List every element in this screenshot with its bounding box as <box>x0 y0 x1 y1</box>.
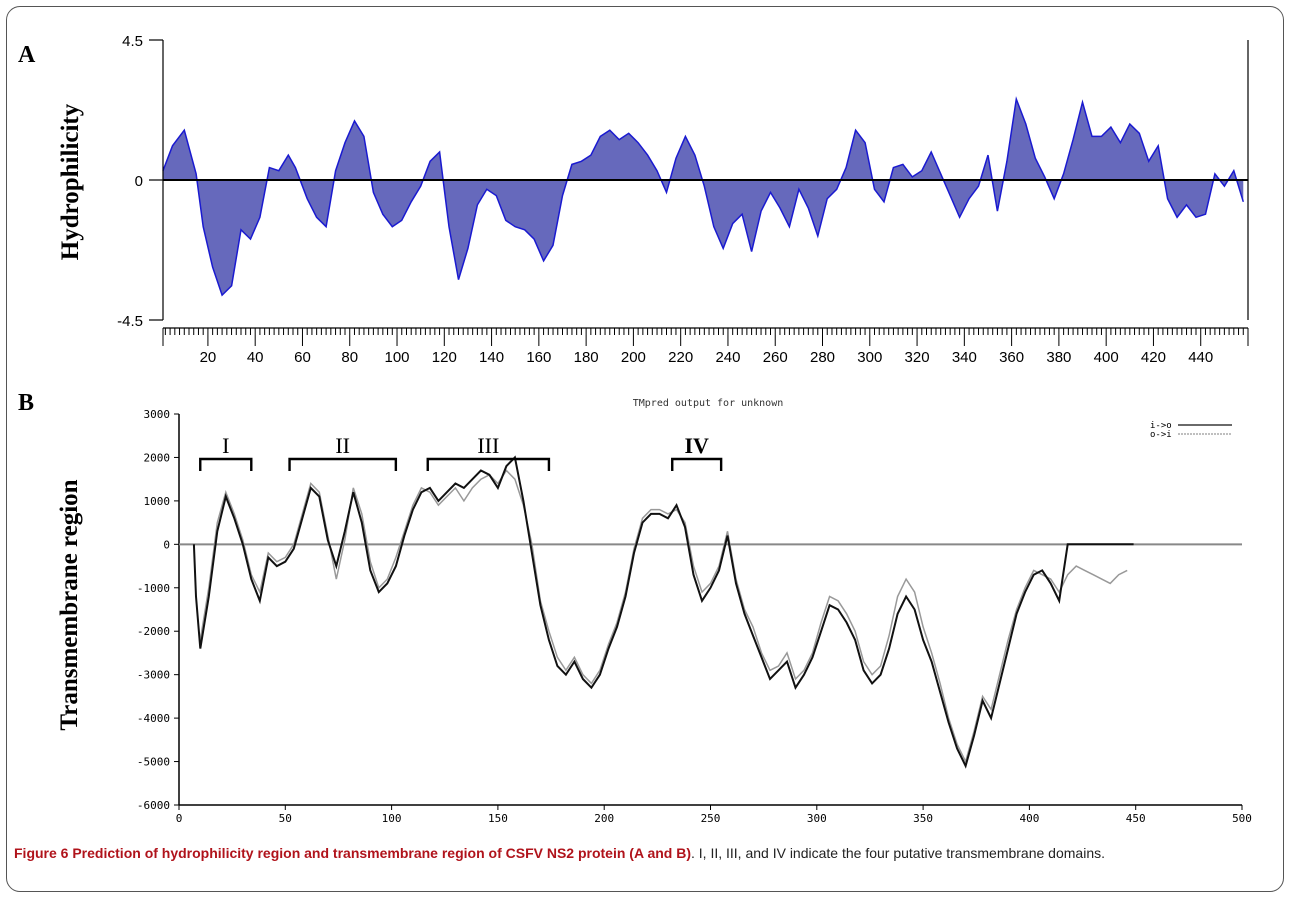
hydrophilicity-line <box>162 96 1245 297</box>
hydrophilicity-area <box>163 99 1244 296</box>
panel-b-y-tick-label: -4000 <box>137 712 170 725</box>
panel-b-y-tick-label: -5000 <box>137 756 170 769</box>
panel-a-x-tick-label: 120 <box>432 349 457 366</box>
panel-b-x-tick-label: 250 <box>701 812 721 825</box>
panel-b-y-tick-label: -2000 <box>137 625 170 638</box>
panel-a-x-tick-label: 240 <box>715 349 740 366</box>
panel-a-x-tick-label: 100 <box>385 349 410 366</box>
panel-a-x-tick-label: 160 <box>526 349 551 366</box>
region-bracket-label: II <box>335 433 350 458</box>
region-bracket <box>288 457 398 471</box>
panel-b-y-tick-label: -6000 <box>137 799 170 812</box>
panel-a-x-tick-label: 180 <box>574 349 599 366</box>
panel-b-x-tick-label: 150 <box>488 812 508 825</box>
region-bracket-label: IV <box>684 433 709 458</box>
panel-a-x-tick-label: 80 <box>341 349 358 366</box>
panel-b-x-tick-label: 300 <box>807 812 827 825</box>
panel-a-x-tick-label: 200 <box>621 349 646 366</box>
panel-b-y-tick-label: 2000 <box>144 451 171 464</box>
panel-b-x-tick-label: 200 <box>594 812 614 825</box>
panel-a-x-tick-label: 340 <box>952 349 977 366</box>
figure-caption: Figure 6 Prediction of hydrophilicity re… <box>14 844 1276 863</box>
region-bracket-label: I <box>222 433 229 458</box>
panel-a-x-tick-label: 440 <box>1188 349 1213 366</box>
panel-a-y-tick-label: 4.5 <box>122 33 143 50</box>
panel-a-x-tick-label: 320 <box>905 349 930 366</box>
panel-a-x-tick-label: 420 <box>1141 349 1166 366</box>
region-bracket-label: III <box>477 433 499 458</box>
panel-b-y-tick-label: -1000 <box>137 582 170 595</box>
legend-entry: i->o <box>1150 421 1172 431</box>
panel-b-series-o-to-i <box>199 469 1128 764</box>
panel-b-x-tick-label: 100 <box>382 812 402 825</box>
panel-b-label: B <box>18 390 34 416</box>
panel-a-x-tick-label: 260 <box>763 349 788 366</box>
panel-a-x-tick-label: 280 <box>810 349 835 366</box>
panel-b-y-tick-label: 1000 <box>144 495 171 508</box>
panel-a-x-tick-label: 40 <box>247 349 264 366</box>
caption-label: Figure 6 Prediction of hydrophilicity re… <box>14 845 691 861</box>
panel-b-x-tick-label: 50 <box>279 812 292 825</box>
region-bracket <box>671 457 723 471</box>
region-bracket <box>199 457 253 471</box>
panel-b-x-tick-label: 400 <box>1019 812 1039 825</box>
panel-b-x-tick-label: 0 <box>176 812 183 825</box>
panel-a-x-tick-label: 220 <box>668 349 693 366</box>
panel-b-y-tick-label: 3000 <box>144 408 171 421</box>
panel-a-y-tick-label: 0 <box>135 173 143 190</box>
panel-b-x-tick-label: 500 <box>1232 812 1252 825</box>
legend-entry: o->i <box>1150 430 1172 440</box>
panel-a-x-tick-label: 20 <box>200 349 217 366</box>
panel-b-series-i-to-o <box>192 455 1134 769</box>
panel-a-ylabel: Hydrophilicity <box>57 103 84 260</box>
panel-a-x-tick-label: 400 <box>1094 349 1119 366</box>
caption-text: . I, II, III, and IV indicate the four p… <box>691 845 1105 861</box>
panel-b-x-tick-label: 450 <box>1126 812 1146 825</box>
region-bracket <box>426 457 551 471</box>
panel-a-x-tick-label: 380 <box>1046 349 1071 366</box>
panel-a-y-tick-label: -4.5 <box>117 313 143 330</box>
panel-a-x-tick-label: 300 <box>857 349 882 366</box>
panel-b-title: TMpred output for unknown <box>633 398 784 409</box>
figure-frame <box>6 6 1284 892</box>
panel-b-y-tick-label: 0 <box>163 538 170 551</box>
panel-a-x-tick-label: 360 <box>999 349 1024 366</box>
panel-a-label: A <box>18 42 36 68</box>
panel-b-y-tick-label: -3000 <box>137 669 170 682</box>
panel-b-ylabel: Transmembrane region <box>56 479 83 730</box>
panel-a-x-tick-label: 140 <box>479 349 504 366</box>
panel-a-x-tick-label: 60 <box>294 349 311 366</box>
panel-b-x-tick-label: 350 <box>913 812 933 825</box>
